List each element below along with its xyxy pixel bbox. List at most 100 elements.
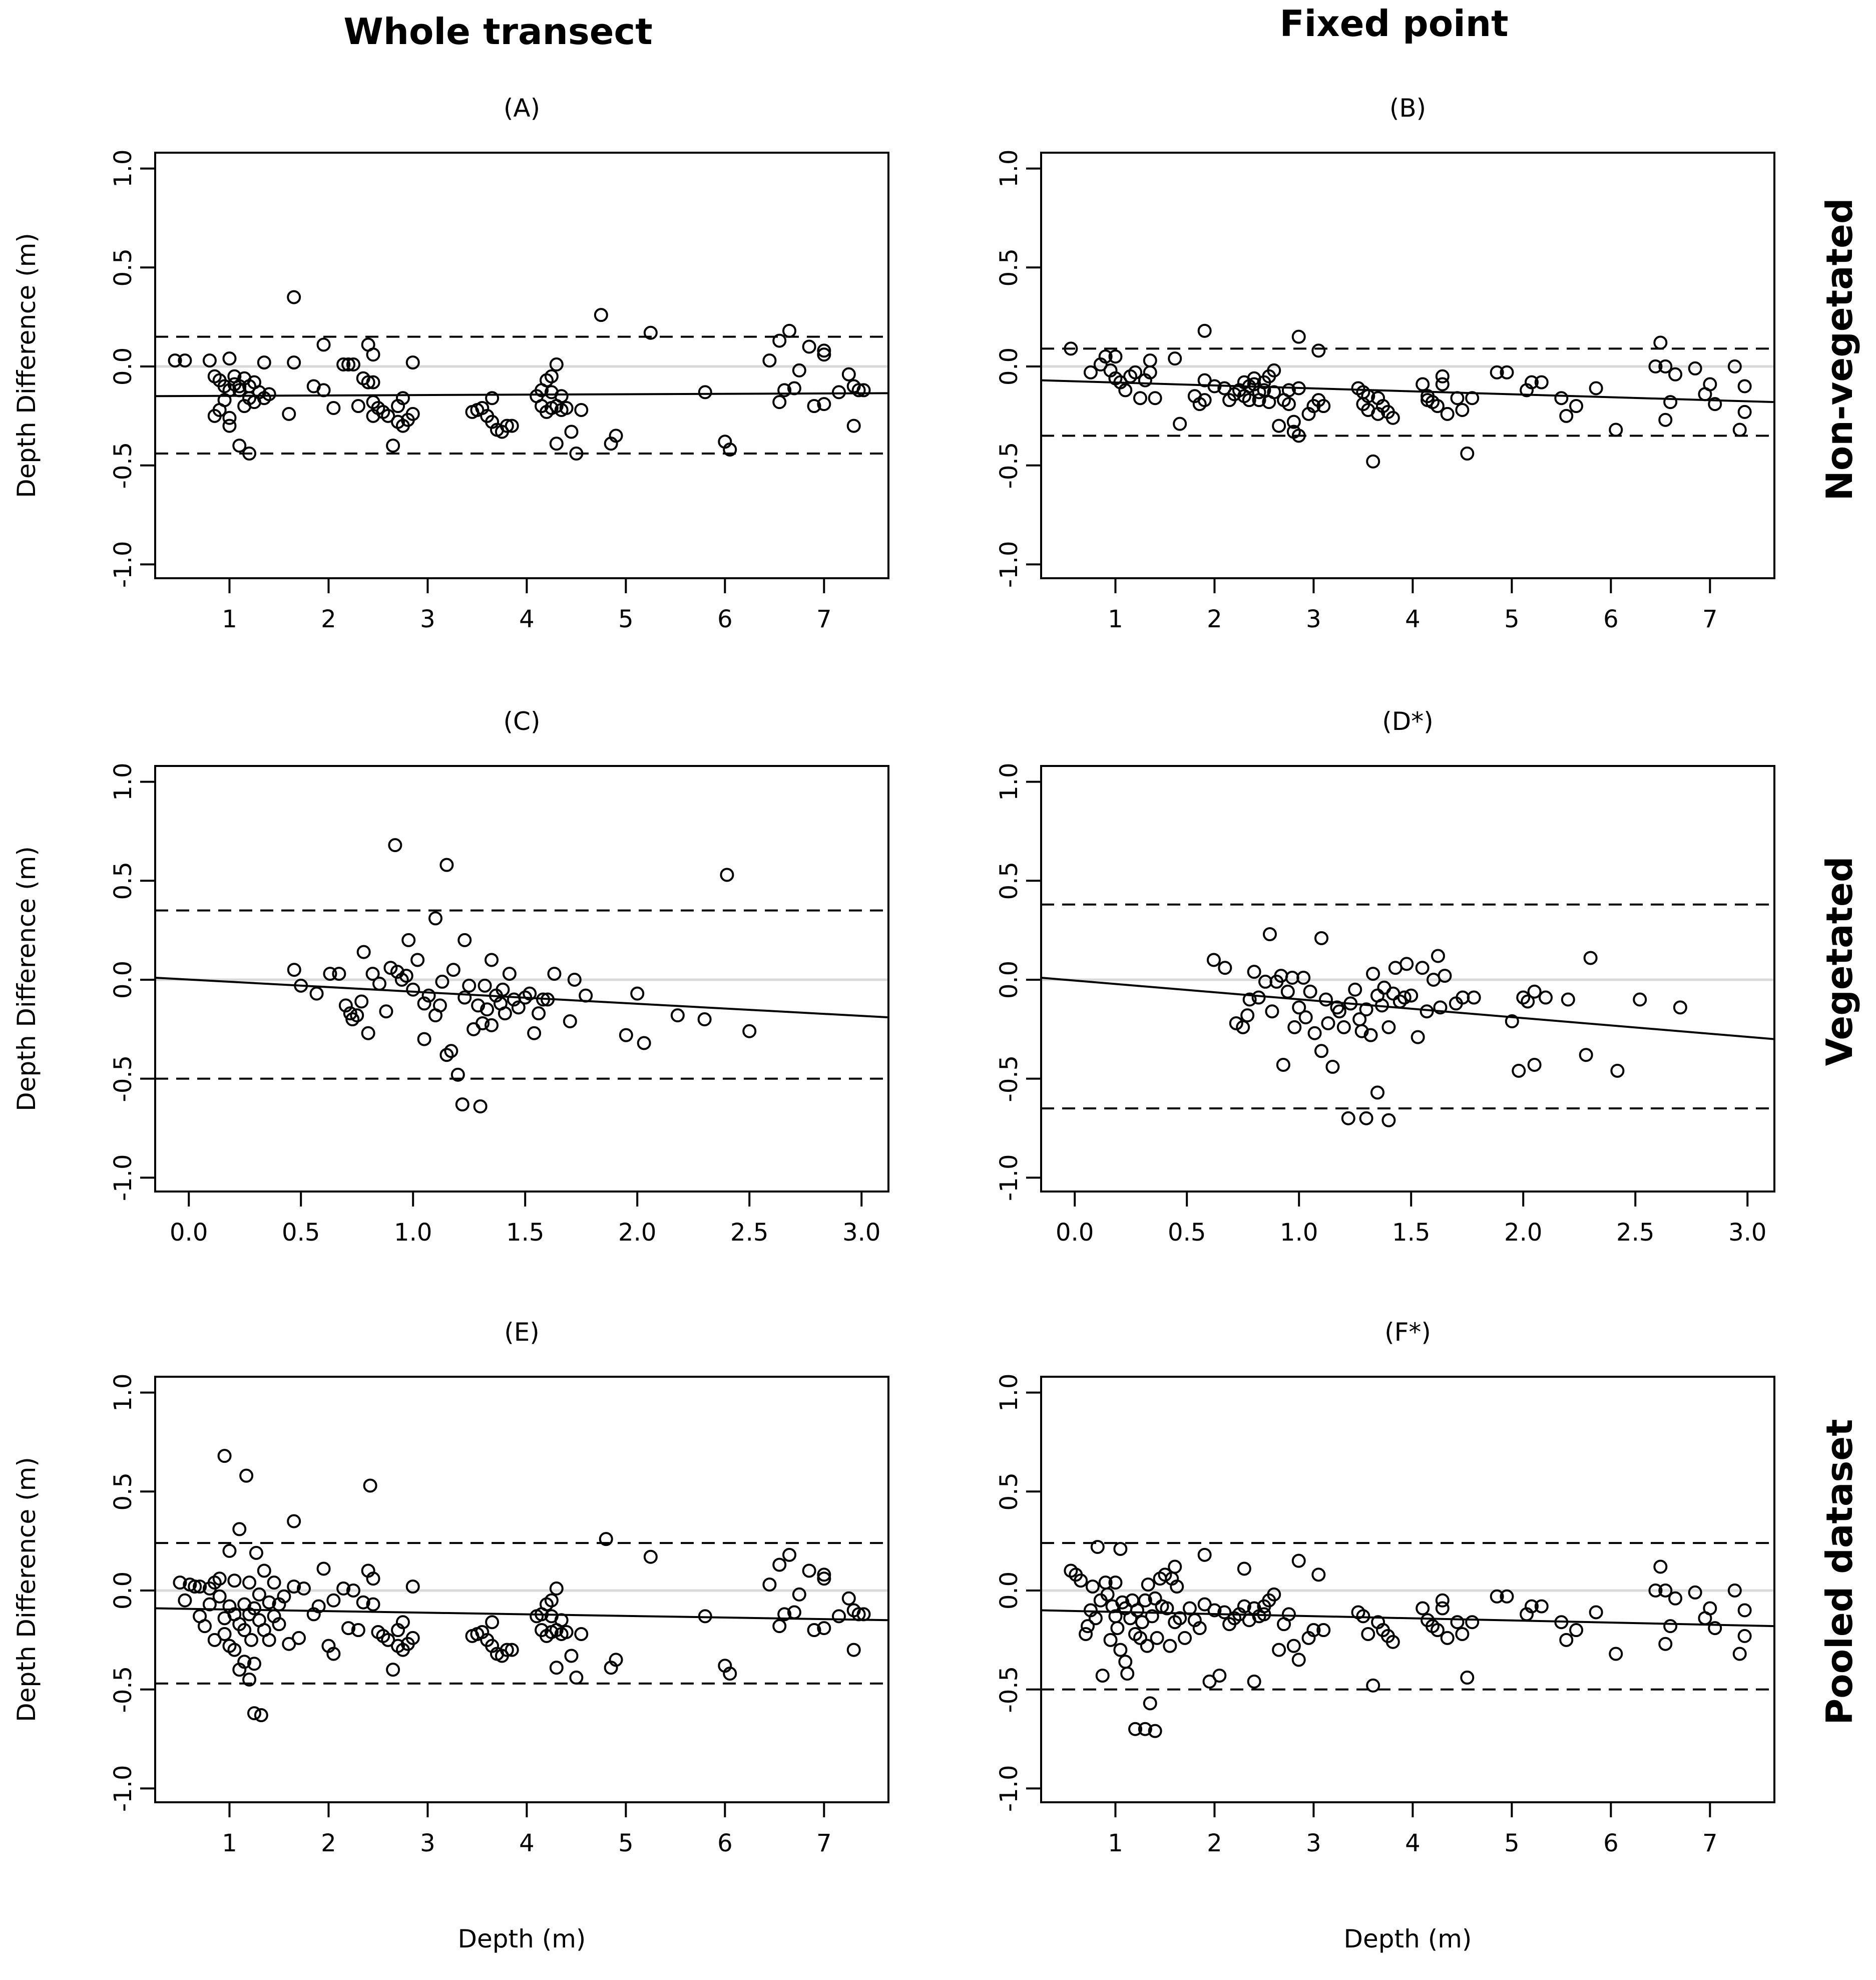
scatter-panel-6: (F*) -1.0 -0.5 0.0 0.5 1.0 1 2 3 4 5 6 7 Depth (m): [995, 1318, 1775, 1953]
y-tick-label: -1.0: [109, 1765, 137, 1812]
x-tick-label: 4: [1405, 1829, 1421, 1857]
data-point: [1160, 1601, 1174, 1616]
data-point: [1366, 1678, 1380, 1693]
data-point: [787, 1605, 801, 1620]
x-tick-label: 0.5: [1168, 1219, 1206, 1247]
data-point: [1325, 1059, 1340, 1074]
data-point: [287, 963, 301, 977]
data-point: [1265, 1004, 1279, 1019]
x-tick-label: 0.0: [1056, 1219, 1094, 1247]
data-point: [222, 419, 237, 433]
data-point: [247, 1706, 261, 1721]
data-point: [178, 353, 192, 368]
data-point: [1703, 377, 1717, 391]
data-point: [772, 333, 787, 348]
data-point: [1431, 949, 1445, 963]
data-point: [856, 1607, 871, 1622]
data-point: [1737, 379, 1752, 393]
y-tick-label: 0.0: [109, 347, 137, 385]
y-tick-label: 0.5: [109, 862, 137, 900]
data-point: [643, 325, 658, 340]
data-point: [851, 1607, 866, 1622]
data-point: [1272, 1643, 1286, 1657]
column-title-fixed-point: Fixed point: [1279, 3, 1508, 45]
data-point: [817, 347, 831, 362]
y-tick-label: -1.0: [995, 1154, 1023, 1201]
data-point: [1276, 1057, 1290, 1072]
data-point: [496, 982, 510, 997]
data-point: [1433, 1000, 1448, 1015]
data-point: [1100, 1587, 1115, 1602]
data-point: [1079, 1627, 1093, 1641]
data-point: [1361, 1627, 1375, 1641]
data-point: [395, 391, 410, 406]
data-point: [1388, 961, 1402, 975]
data-point: [1168, 351, 1182, 366]
data-point: [1490, 1589, 1504, 1604]
data-point: [1237, 1599, 1251, 1614]
data-point: [762, 1577, 777, 1592]
data-point: [237, 1623, 252, 1638]
data-point: [1311, 1567, 1326, 1582]
data-point: [1292, 1000, 1306, 1015]
data-point: [1737, 1629, 1752, 1643]
data-point: [637, 1036, 651, 1050]
data-point: [1609, 423, 1623, 437]
data-point: [232, 379, 247, 393]
data-point: [846, 419, 861, 433]
data-point: [742, 1024, 757, 1038]
data-point: [366, 1597, 380, 1612]
data-point: [1197, 393, 1212, 408]
data-point: [832, 1609, 846, 1624]
x-tick-label: 6: [717, 1829, 733, 1857]
data-point: [1539, 990, 1553, 1005]
data-point: [1242, 992, 1257, 1007]
data-point: [1298, 1010, 1313, 1025]
y-tick-label: 1.0: [109, 762, 137, 801]
data-point: [1416, 377, 1430, 391]
data-point: [1281, 397, 1296, 412]
data-point: [473, 1099, 488, 1113]
data-point: [569, 446, 584, 461]
data-point: [549, 357, 564, 372]
data-point: [212, 1571, 227, 1586]
data-point: [1138, 1722, 1152, 1736]
x-tick-label: 1: [222, 605, 237, 633]
data-point: [341, 1621, 356, 1636]
data-point: [405, 1579, 420, 1594]
data-point: [421, 988, 436, 1003]
data-point: [559, 401, 574, 415]
data-point: [1648, 1583, 1663, 1598]
data-point: [841, 367, 856, 381]
data-point: [1257, 383, 1271, 398]
x-tick-label: 5: [618, 1829, 634, 1857]
y-tick-label: -1.0: [995, 541, 1023, 588]
data-point: [698, 385, 712, 400]
data-point: [394, 972, 409, 987]
data-point: [1267, 1587, 1281, 1602]
x-tick-label: 3: [1306, 605, 1321, 633]
data-point: [1583, 951, 1598, 965]
data-point: [1316, 1623, 1331, 1638]
data-point: [792, 363, 806, 377]
data-point: [1460, 1670, 1475, 1685]
data-point: [361, 1026, 375, 1040]
x-tick-label: 5: [1504, 1829, 1520, 1857]
data-point: [1287, 1020, 1302, 1034]
data-point: [554, 389, 569, 404]
data-point: [346, 357, 360, 372]
data-point: [599, 1532, 613, 1546]
data-point: [262, 1595, 276, 1610]
data-point: [287, 1514, 301, 1528]
data-point: [1128, 1722, 1143, 1736]
data-point: [428, 911, 443, 926]
data-point: [1415, 961, 1430, 975]
data-point: [532, 1006, 546, 1021]
data-point: [432, 998, 447, 1013]
data-point: [405, 355, 420, 370]
data-point: [351, 1623, 365, 1638]
data-point: [1732, 423, 1747, 437]
data-point: [435, 974, 449, 989]
data-point: [222, 351, 237, 366]
data-point: [1559, 1633, 1574, 1647]
